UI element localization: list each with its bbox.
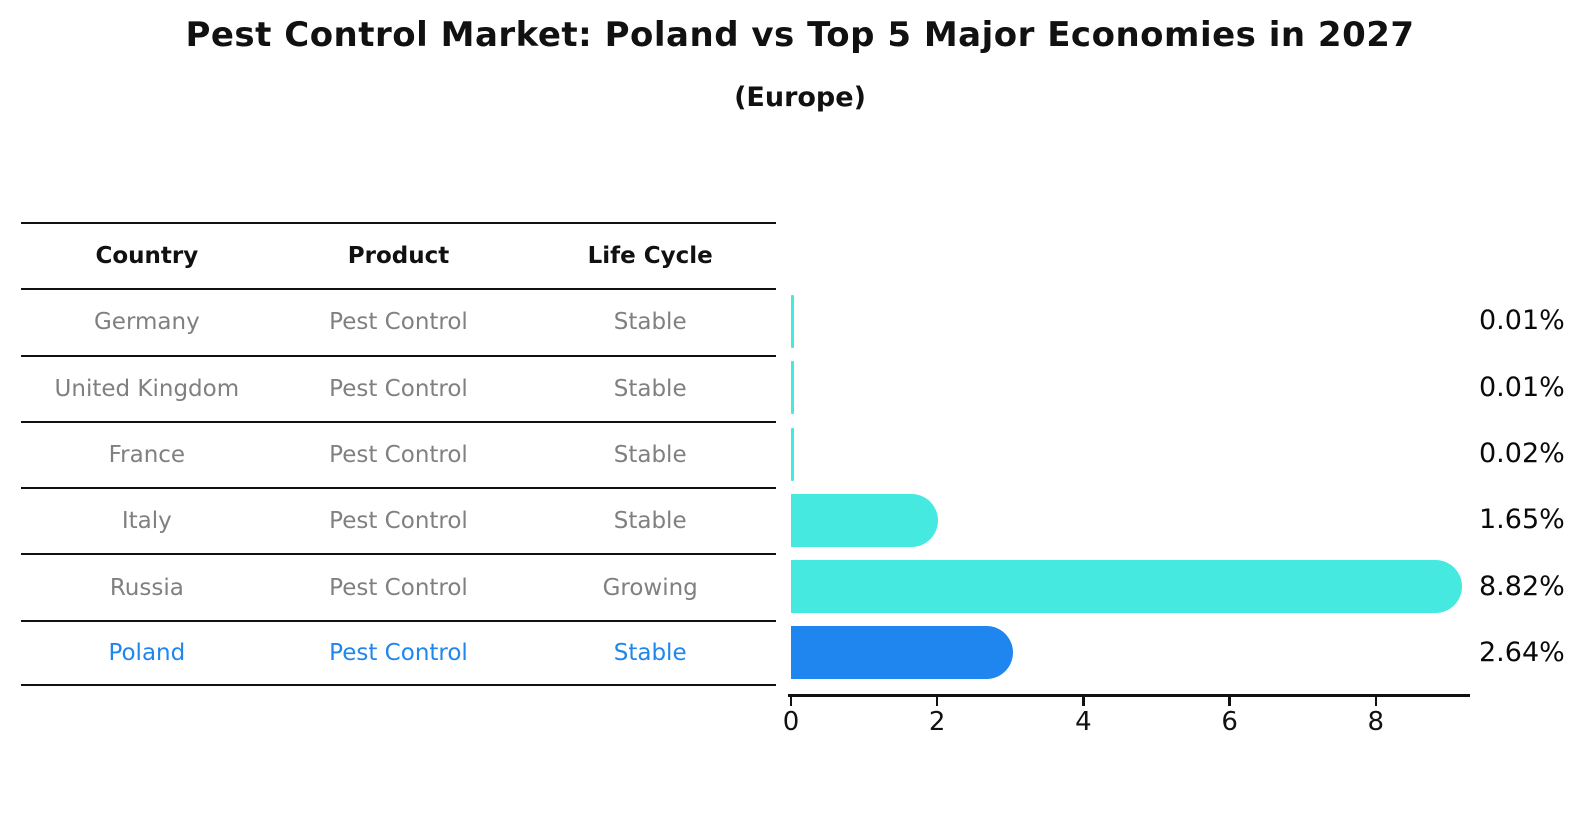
x-axis-tick-label: 4 [1075,707,1092,737]
table-cell: Germany [93,309,200,336]
table-cell: Stable [613,508,687,535]
table-cell: Russia [109,574,184,601]
table-cell: France [108,441,186,468]
x-axis-tick [1374,696,1378,706]
table-cell: Stable [613,375,687,402]
x-axis-tick-label: 0 [782,707,800,737]
bar-poland [791,626,1014,680]
table-cell: Italy [121,508,172,535]
table-row-russia: Russia Pest Control Growing [21,553,776,619]
bar-united-kingdom [791,361,794,415]
table-cell: Pest Control [329,574,468,601]
table-row-france: France Pest Control Stable [21,420,776,487]
table-cell: Pest Control [329,309,468,336]
table-cell: Life Cycle [587,243,713,270]
value-label-poland: 2.64% [1479,636,1565,668]
table-row-united-kingdom: United Kingdom Pest Control Stable [21,354,776,421]
table-cell: Country [95,243,199,270]
x-axis-tick [1228,696,1231,706]
table-cell: Growing [602,574,698,601]
bar-italy [791,493,939,547]
table-cell: Pest Control [329,639,468,666]
x-axis-line [788,694,1470,697]
bar-russia [791,560,1463,614]
value-label-russia: 8.82% [1479,570,1565,602]
x-axis-tick-label: 2 [928,707,946,737]
x-axis-tick [1082,696,1085,706]
country-table: Country Product Life Cycle Germany Pest Cont… [21,222,776,686]
x-axis-tick-label: 6 [1221,707,1238,737]
table-cell: Stable [613,441,687,468]
value-label-france: 0.02% [1479,438,1565,469]
value-label-germany: 0.01% [1479,305,1565,337]
table-cell: Stable [613,639,687,666]
table-cell: Stable [613,309,687,336]
table-cell: Pest Control [329,375,468,402]
x-axis-tick [935,696,939,706]
table-cell: Poland [108,639,186,666]
table-row-italy: Italy Pest Control Stable [21,487,776,553]
table-row-header: Country Product Life Cycle [21,222,776,288]
bar-france [791,427,794,481]
table-cell: Pest Control [329,508,468,535]
x-axis-tick-label: 8 [1367,707,1385,737]
value-label-italy: 1.65% [1479,504,1565,536]
chart-subtitle: (Europe) [734,82,866,113]
table-row-poland: Poland Pest Control Stable [21,619,776,686]
bar-germany [791,294,794,348]
table-row-germany: Germany Pest Control Stable [21,288,776,354]
x-axis-tick [789,696,793,706]
table-cell: Pest Control [329,441,468,468]
chart-title: Pest Control Market: Poland vs Top 5 Maj… [185,15,1415,55]
table-cell: Product [347,243,450,270]
value-label-united-kingdom: 0.01% [1479,371,1565,403]
table-cell: United Kingdom [54,375,240,402]
